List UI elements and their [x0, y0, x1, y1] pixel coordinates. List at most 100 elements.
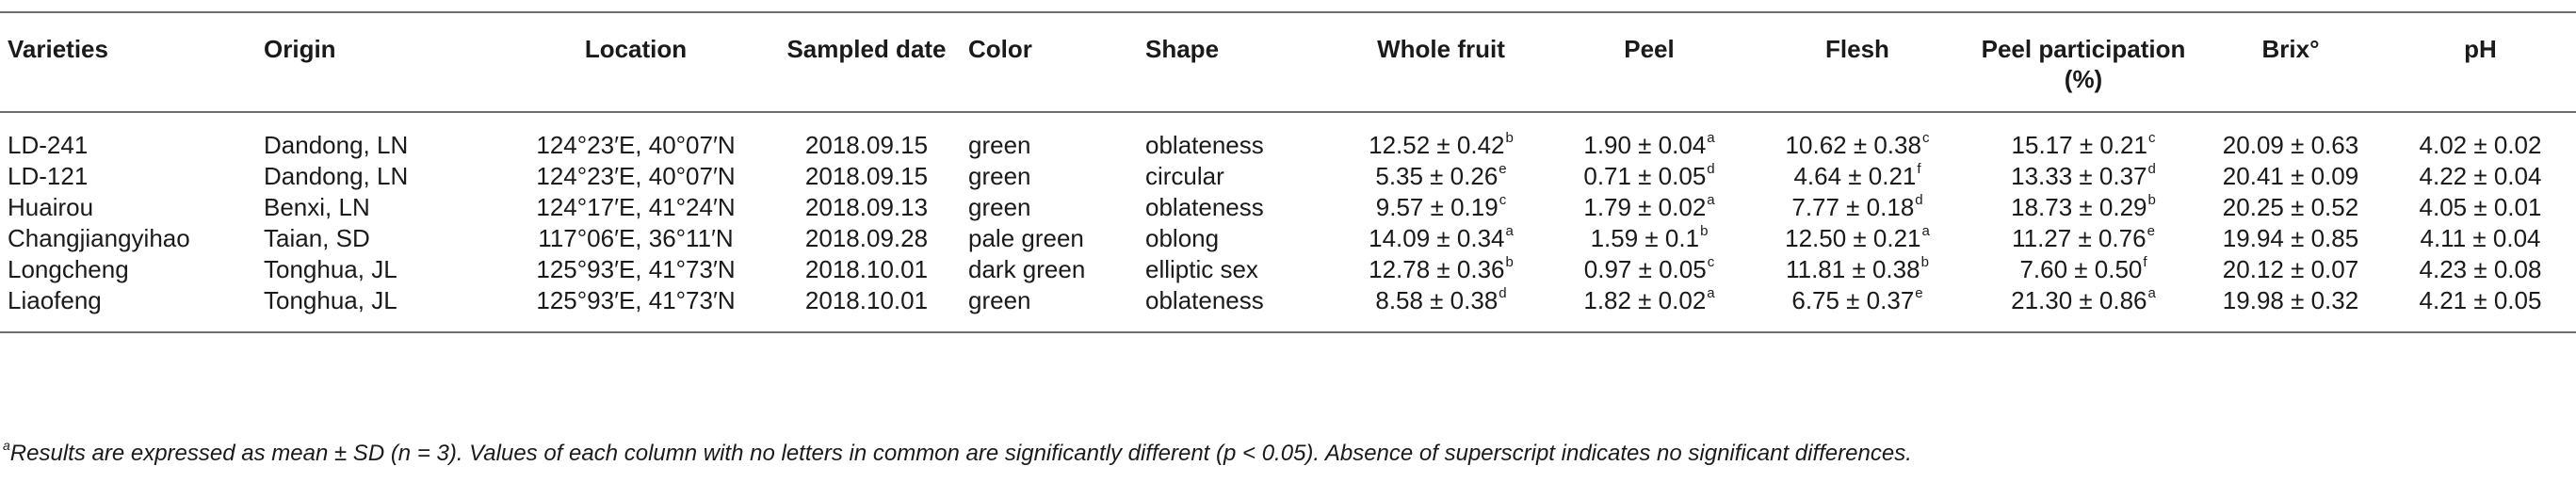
cell-variety: Longcheng [8, 255, 129, 283]
significance-letter: c [1921, 130, 1930, 147]
column-header-whole-fruit: Whole fruit [1328, 11, 1554, 113]
cell-peel-participation: 18.73 ± 0.29b [1970, 192, 2196, 223]
cell-origin: Dandong, LN [264, 131, 409, 159]
column-header-peel: Peel [1554, 11, 1744, 113]
cell-color: green [968, 131, 1031, 159]
column-header-shape: Shape [1138, 11, 1328, 113]
cell-origin: Dandong, LN [264, 162, 409, 190]
column-header-variety: Varieties [0, 11, 256, 113]
cell-brix: 19.98 ± 0.32 [2196, 285, 2385, 333]
cell-location: 125°93′E, 41°73′N [499, 285, 772, 333]
cell-peel: 0.71 ± 0.05d [1554, 161, 1744, 192]
cell-flesh: 7.77 ± 0.18d [1744, 192, 1970, 223]
cell-peel: 1.59 ± 0.1b [1554, 223, 1744, 254]
table-row: Liaofeng Tonghua, JL 125°93′E, 41°73′N 2018… [0, 285, 2576, 333]
cell-peel: 1.82 ± 0.02a [1554, 285, 1744, 333]
significance-letter: a [2147, 285, 2156, 302]
cell-flesh: 11.81 ± 0.38b [1744, 254, 1970, 285]
table-row: Huairou Benxi, LN 124°17′E, 41°24′N 2018.09… [0, 192, 2576, 223]
column-header-ph: pH [2385, 11, 2576, 113]
significance-letter: a [1707, 285, 1715, 302]
cell-variety: Huairou [8, 193, 94, 221]
cell-flesh: 10.62 ± 0.38c [1744, 112, 1970, 161]
cell-flesh: 4.64 ± 0.21f [1744, 161, 1970, 192]
cell-value: 1.59 ± 0.1 [1590, 224, 1700, 252]
significance-letter: b [1920, 254, 1929, 271]
significance-letter: d [1707, 161, 1715, 178]
cell-whole-fruit: 8.58 ± 0.38d [1328, 285, 1554, 333]
cell-variety: LD-241 [8, 131, 89, 159]
cell-shape: elliptic sex [1145, 255, 1258, 283]
cell-value: 1.79 ± 0.02 [1583, 193, 1707, 221]
cell-variety: Changjiangyihao [8, 224, 190, 252]
cell-flesh: 12.50 ± 0.21a [1744, 223, 1970, 254]
cell-sampled-date: 2018.09.28 [804, 224, 929, 252]
table-row: Changjiangyihao Taian, SD 117°06′E, 36°11′… [0, 223, 2576, 254]
cell-ph: 4.02 ± 0.02 [2419, 131, 2542, 159]
cell-peel: 1.90 ± 0.04a [1554, 112, 1744, 161]
footnote-marker: a [3, 438, 10, 453]
cell-value: 8.58 ± 0.38 [1375, 286, 1499, 314]
cell-shape: oblateness [1145, 193, 1264, 221]
significance-letter: b [1505, 130, 1514, 147]
column-header-peel-participation: Peel participation (%) [1970, 11, 2196, 113]
cell-value: 12.78 ± 0.36 [1369, 255, 1505, 283]
cell-value: 9.57 ± 0.19 [1375, 193, 1499, 221]
cell-value: 10.62 ± 0.38 [1785, 131, 1921, 159]
cell-location: 125°93′E, 41°73′N [536, 255, 736, 283]
column-header-color: Color [961, 11, 1138, 113]
cell-value: 5.35 ± 0.26 [1375, 162, 1499, 190]
cell-sampled-date: 2018.10.01 [804, 255, 929, 283]
cell-brix: 20.41 ± 0.09 [2222, 162, 2359, 190]
significance-letter: e [1915, 285, 1923, 302]
cell-shape: oblateness [1138, 285, 1328, 333]
cell-value: 11.81 ± 0.38 [1786, 255, 1920, 283]
cell-location: 124°17′E, 41°24′N [536, 193, 736, 221]
cell-brix: 20.12 ± 0.07 [2222, 255, 2359, 283]
cell-value: 12.52 ± 0.42 [1369, 131, 1505, 159]
cell-color: green [968, 193, 1031, 221]
cell-origin: Benxi, LN [264, 193, 370, 221]
cell-location: 124°23′E, 40°07′N [536, 162, 736, 190]
cell-value: 4.64 ± 0.21 [1793, 162, 1917, 190]
cell-peel-participation: 13.33 ± 0.37d [1970, 161, 2196, 192]
cell-whole-fruit: 14.09 ± 0.34a [1328, 223, 1554, 254]
cell-value: 1.82 ± 0.02 [1583, 286, 1707, 314]
significance-letter: b [1700, 223, 1709, 240]
table-footnote: aResults are expressed as mean ± SD (n =… [2, 438, 1912, 467]
cell-variety: LD-121 [8, 162, 89, 190]
significance-letter: f [1917, 161, 1921, 178]
cell-value: 14.09 ± 0.34 [1369, 224, 1505, 252]
cell-ph: 4.23 ± 0.08 [2419, 255, 2542, 283]
cell-ph: 4.05 ± 0.01 [2419, 193, 2542, 221]
cell-color: dark green [968, 255, 1086, 283]
table-row: LD-241 Dandong, LN 124°23′E, 40°07′N 2018.0… [0, 112, 2576, 161]
cell-brix: 20.09 ± 0.63 [2222, 131, 2359, 159]
cell-color: pale green [968, 224, 1084, 252]
column-header-brix: Brix° [2196, 11, 2385, 113]
cell-shape: oblong [1145, 224, 1220, 252]
significance-letter: e [1499, 161, 1507, 178]
cell-peel-participation: 21.30 ± 0.86a [1970, 285, 2196, 333]
cell-value: 13.33 ± 0.37 [2011, 162, 2147, 190]
results-table: Varieties Origin Location Sampled date Color… [0, 11, 2576, 333]
cell-peel: 1.79 ± 0.02a [1554, 192, 1744, 223]
cell-value: 1.90 ± 0.04 [1583, 131, 1707, 159]
cell-flesh: 6.75 ± 0.37e [1744, 285, 1970, 333]
cell-value: 0.97 ± 0.05 [1583, 255, 1707, 283]
cell-brix: 19.94 ± 0.85 [2222, 224, 2359, 252]
cell-whole-fruit: 12.52 ± 0.42b [1328, 112, 1554, 161]
significance-letter: b [1505, 254, 1514, 271]
cell-value: 7.60 ± 0.50 [2019, 255, 2143, 283]
cell-whole-fruit: 5.35 ± 0.26e [1328, 161, 1554, 192]
cell-value: 12.50 ± 0.21 [1785, 224, 1921, 252]
table-body: LD-241 Dandong, LN 124°23′E, 40°07′N 2018.0… [0, 112, 2576, 333]
column-header-location: Location [499, 11, 772, 113]
cell-value: 11.27 ± 0.76 [2012, 224, 2147, 252]
table-row: LD-121 Dandong, LN 124°23′E, 40°07′N 2018.0… [0, 161, 2576, 192]
cell-variety: Liaofeng [0, 285, 256, 333]
cell-ph: 4.21 ± 0.05 [2385, 285, 2576, 333]
cell-value: 21.30 ± 0.86 [2011, 286, 2147, 314]
cell-sampled-date: 2018.10.01 [772, 285, 961, 333]
